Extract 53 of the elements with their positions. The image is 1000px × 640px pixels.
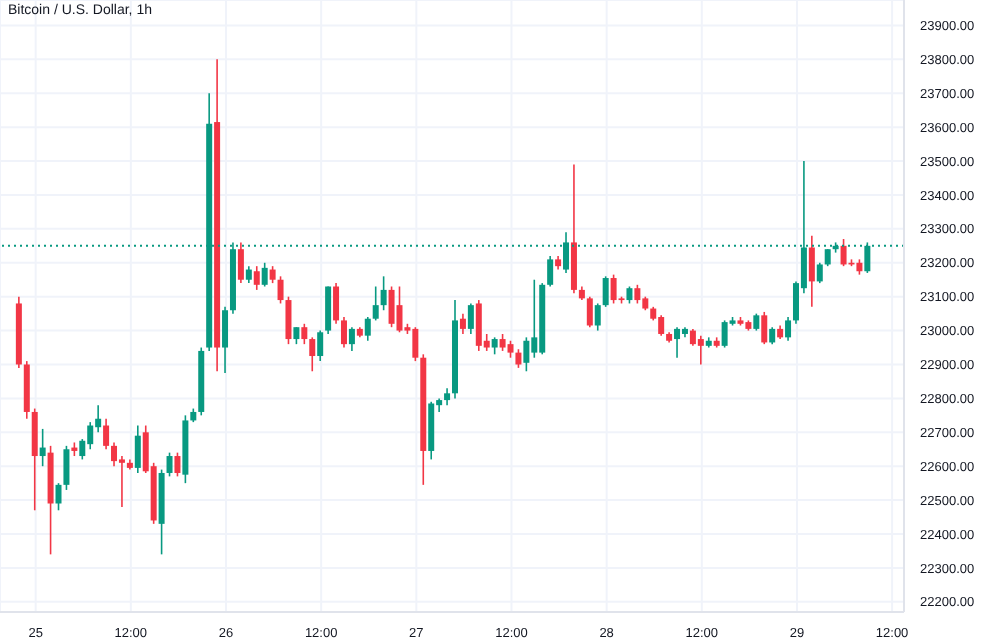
candlestick bbox=[547, 255, 554, 288]
candlestick bbox=[531, 278, 538, 359]
candlestick bbox=[237, 241, 244, 284]
candlestick bbox=[697, 334, 704, 366]
candlestick bbox=[594, 302, 601, 332]
candlestick bbox=[111, 441, 118, 467]
candlestick bbox=[340, 316, 347, 349]
candlestick bbox=[317, 329, 324, 362]
candlestick bbox=[658, 314, 665, 337]
candlestick bbox=[134, 424, 141, 474]
candlestick bbox=[396, 285, 403, 334]
candlestick bbox=[23, 360, 30, 420]
candlestick bbox=[166, 451, 173, 478]
candlestick bbox=[103, 417, 110, 451]
candlestick bbox=[816, 261, 823, 284]
candlestick bbox=[333, 282, 340, 325]
candlestick bbox=[309, 336, 316, 373]
candlestick bbox=[87, 421, 94, 451]
candlestick bbox=[840, 238, 847, 267]
candlestick bbox=[285, 295, 292, 345]
candlestick bbox=[388, 285, 395, 328]
candlestick bbox=[364, 316, 371, 342]
candlestick bbox=[253, 265, 260, 291]
candlestick bbox=[475, 299, 482, 352]
candlestick bbox=[301, 323, 308, 345]
candlestick bbox=[674, 326, 681, 359]
candlestick bbox=[602, 275, 609, 308]
candlestick bbox=[515, 348, 522, 369]
candlestick bbox=[261, 261, 268, 288]
candlestick bbox=[380, 275, 387, 312]
candlestick bbox=[785, 316, 792, 342]
candlestick bbox=[610, 273, 617, 305]
candlestick bbox=[222, 306, 229, 374]
candlestick bbox=[634, 284, 641, 305]
candlestick bbox=[570, 163, 577, 295]
candlestick bbox=[174, 451, 181, 478]
candlestick bbox=[467, 302, 474, 335]
candlestick bbox=[277, 275, 284, 305]
candlestick bbox=[63, 445, 70, 491]
candlestick bbox=[428, 400, 435, 461]
candlestick bbox=[459, 312, 466, 335]
candlestick bbox=[523, 336, 530, 373]
candlestick bbox=[31, 407, 38, 512]
candlestick bbox=[808, 234, 815, 308]
candlestick bbox=[586, 295, 593, 328]
candlestick bbox=[55, 482, 62, 512]
candlestick bbox=[372, 285, 379, 322]
candlestick bbox=[721, 319, 728, 349]
candlestick bbox=[348, 326, 355, 352]
candlestick bbox=[761, 311, 768, 345]
candlestick bbox=[412, 326, 419, 362]
candlestick bbox=[325, 285, 332, 335]
candlestick bbox=[39, 428, 46, 467]
